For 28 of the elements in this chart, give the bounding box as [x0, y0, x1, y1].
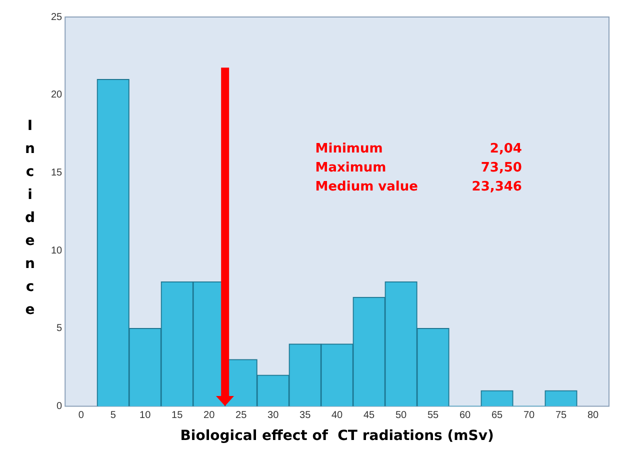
x-tick-label: 10	[140, 410, 152, 421]
x-tick-label: 65	[491, 410, 504, 421]
x-tick-label: 35	[300, 410, 312, 421]
x-tick-label: 20	[204, 410, 216, 421]
x-tick-label: 70	[523, 410, 536, 421]
x-tick-label: 80	[587, 410, 600, 421]
x-tick-label: 30	[268, 410, 280, 421]
y-tick-label: 25	[51, 12, 63, 23]
y-tick-label: 5	[56, 323, 63, 334]
x-tick-label: 45	[363, 410, 376, 421]
x-axis-title: Biological effect of CT radiations (mSv)	[180, 428, 494, 444]
x-tick-label: 55	[427, 410, 440, 421]
x-tick-label: 15	[172, 410, 184, 421]
x-tick-label: 50	[395, 410, 408, 421]
x-tick-label: 60	[459, 410, 472, 421]
x-tick-label: 40	[332, 410, 344, 421]
x-tick-label: 0	[78, 410, 84, 421]
y-tick-label: 20	[51, 90, 63, 101]
y-tick-label: 0	[56, 400, 63, 412]
y-tick-label: 15	[51, 167, 63, 178]
text: Medium value 23,346	[315, 180, 522, 195]
y-axis-title: Incidence	[22, 118, 38, 325]
x-tick-label: 25	[236, 410, 248, 421]
text: Maximum 73,50	[315, 160, 522, 176]
y-tick-label: 10	[51, 245, 63, 256]
x-tick-label: 5	[110, 410, 116, 421]
text: Minimum 2,04	[315, 142, 522, 157]
x-tick-label: 75	[555, 410, 568, 421]
